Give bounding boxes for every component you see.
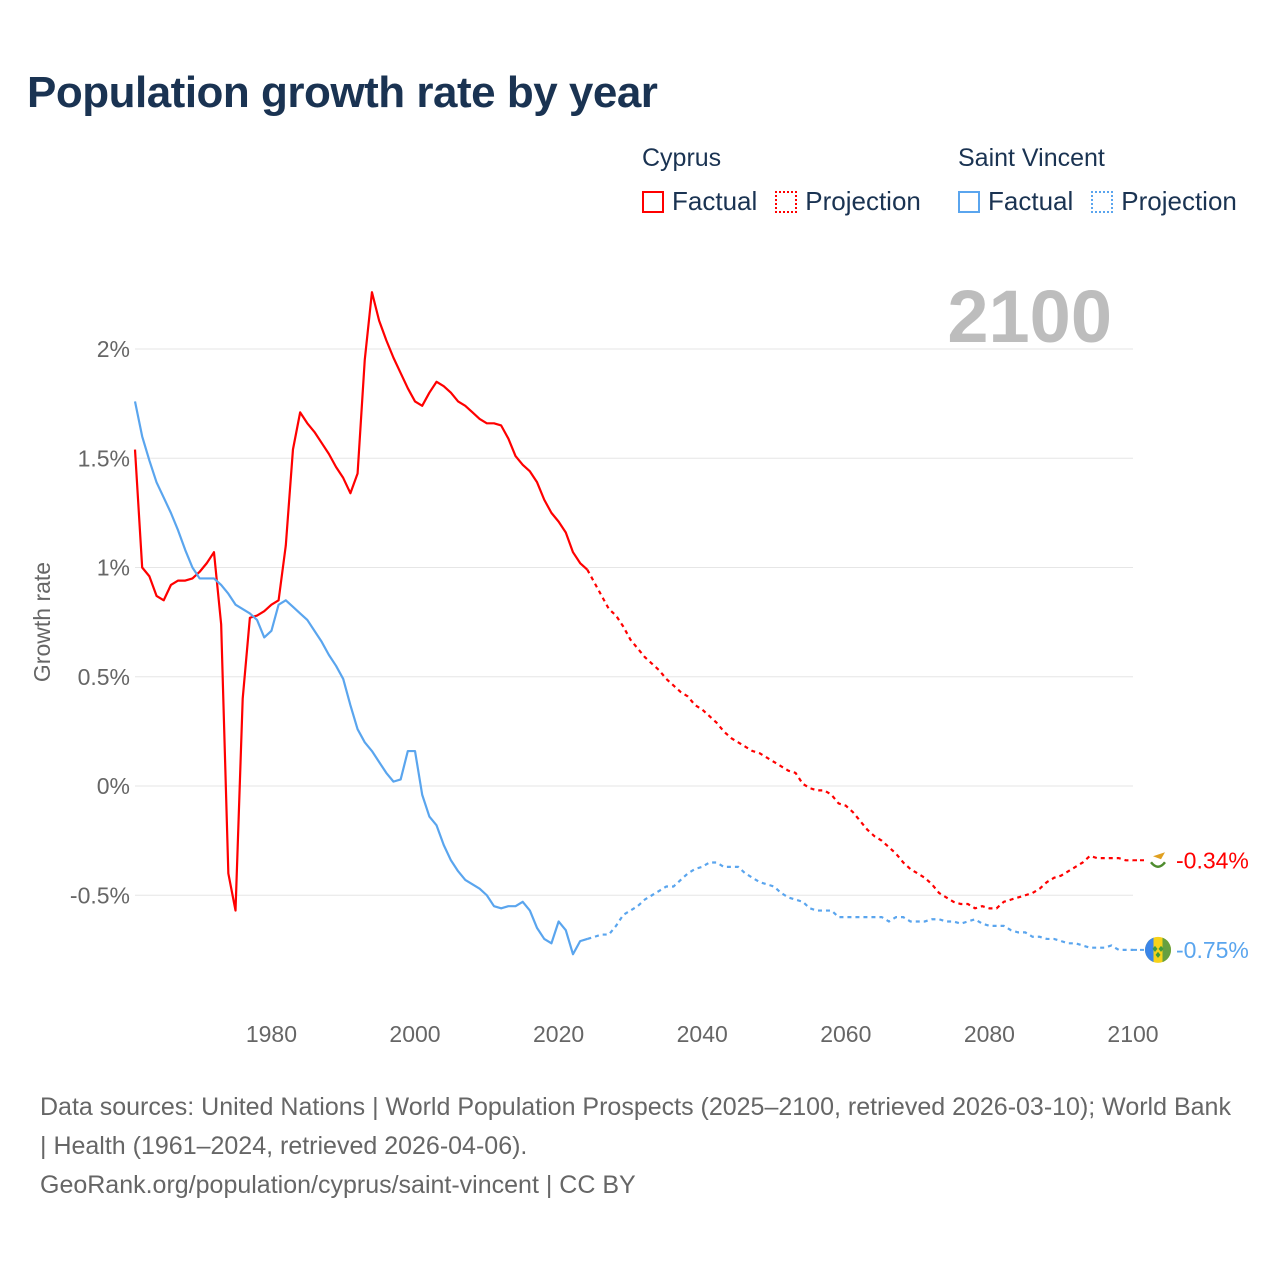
x-tick-label: 2100 xyxy=(1107,1021,1158,1047)
legend-cyprus: Factual Projection xyxy=(642,186,939,217)
legend-saint-vincent: Factual Projection xyxy=(958,186,1255,217)
footer: Data sources: United Nations | World Pop… xyxy=(40,1088,1240,1205)
data-sources: Data sources: United Nations | World Pop… xyxy=(40,1093,1231,1160)
diamond xyxy=(1155,951,1161,958)
chart-title: Population growth rate by year xyxy=(27,68,658,117)
legend-swatch-solid xyxy=(958,190,980,213)
y-tick-label: 1.5% xyxy=(78,445,130,471)
island-shape xyxy=(1153,852,1165,860)
diamond xyxy=(1158,945,1164,952)
x-tick-label: 2080 xyxy=(964,1021,1015,1047)
year-watermark: 2100 xyxy=(947,275,1112,358)
y-tick-label: 0% xyxy=(97,773,130,799)
legend-group-cyprus: Cyprus xyxy=(642,144,722,172)
green-band xyxy=(1162,937,1172,963)
x-tick-label: 2060 xyxy=(820,1021,871,1047)
end-value-label: -0.75% xyxy=(1176,937,1249,963)
blue-band xyxy=(1144,937,1154,963)
y-tick-label: -0.5% xyxy=(70,882,130,908)
end-value-label: -0.34% xyxy=(1176,847,1249,873)
legend-swatch-dotted xyxy=(1091,190,1114,213)
legend-saint-vincent-projection[interactable]: Projection xyxy=(1091,186,1237,217)
x-tick-label: 2000 xyxy=(389,1021,440,1047)
x-tick-label: 2040 xyxy=(677,1021,728,1047)
legend-label: Factual xyxy=(988,186,1074,216)
legend-label: Factual xyxy=(672,186,758,216)
legend-label: Projection xyxy=(1121,186,1237,216)
y-tick-label: 1% xyxy=(97,555,130,581)
source-link[interactable]: GeoRank.org/population/cyprus/saint-vinc… xyxy=(40,1171,636,1199)
legend-group-saint-vincent: Saint Vincent xyxy=(958,144,1105,172)
y-tick-label: 0.5% xyxy=(78,664,130,690)
chart-area: 2% 1.5% 1% 0.5% 0% -0.5% 1980 2000 2020 2040 2060 2… xyxy=(29,275,1249,1047)
legend-cyprus-projection[interactable]: Projection xyxy=(775,186,921,217)
legend-cyprus-factual[interactable]: Factual xyxy=(642,186,757,217)
y-tick-label: 2% xyxy=(97,336,130,362)
diamond xyxy=(1152,945,1158,952)
series-saint-vincent-factual-line xyxy=(133,401,588,956)
legend-label: Projection xyxy=(805,186,921,216)
cyprus-flag-icon xyxy=(1145,847,1171,874)
y-axis-label: Growth rate xyxy=(29,562,55,682)
series-cyprus-factual-line xyxy=(133,291,589,912)
flag-background xyxy=(1145,847,1171,874)
legend-swatch-dotted xyxy=(775,190,798,213)
series-cyprus-projection-line xyxy=(586,569,1133,910)
x-tick-label: 1980 xyxy=(246,1021,297,1047)
series-saint-vincent-projection-line xyxy=(587,861,1133,951)
olive-branch xyxy=(1150,861,1166,869)
legend-saint-vincent-factual[interactable]: Factual xyxy=(958,186,1073,217)
legend-swatch-solid xyxy=(642,190,664,213)
saint-vincent-flag-icon xyxy=(1144,936,1172,963)
x-tick-label: 2020 xyxy=(533,1021,584,1047)
